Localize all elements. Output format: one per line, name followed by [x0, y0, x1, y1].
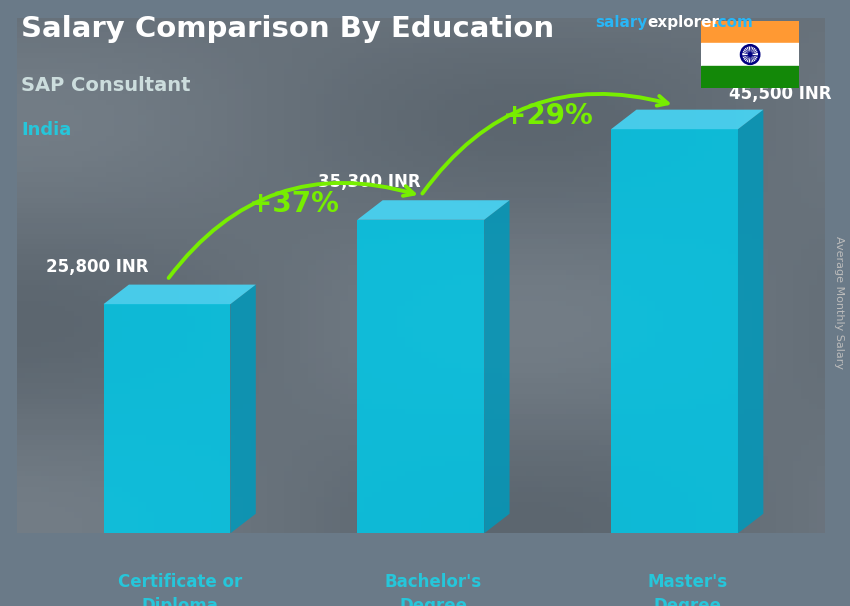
Circle shape: [749, 53, 751, 56]
Text: +29%: +29%: [502, 102, 592, 130]
Bar: [701, 44, 799, 65]
Text: explorer: explorer: [648, 15, 720, 30]
Text: India: India: [21, 121, 71, 139]
Text: Average Monthly Salary: Average Monthly Salary: [834, 236, 844, 370]
Polygon shape: [611, 110, 763, 129]
Text: Certificate or
Diploma: Certificate or Diploma: [117, 573, 241, 606]
Polygon shape: [738, 110, 763, 533]
Polygon shape: [104, 285, 256, 304]
Text: 25,800 INR: 25,800 INR: [47, 258, 149, 276]
Text: 35,300 INR: 35,300 INR: [318, 173, 420, 191]
Polygon shape: [611, 129, 738, 533]
Text: Bachelor's
Degree: Bachelor's Degree: [385, 573, 482, 606]
Text: Master's
Degree: Master's Degree: [647, 573, 728, 606]
Polygon shape: [484, 200, 509, 533]
Text: Salary Comparison By Education: Salary Comparison By Education: [21, 15, 554, 43]
Text: salary: salary: [595, 15, 648, 30]
Polygon shape: [357, 200, 509, 220]
Text: +37%: +37%: [249, 190, 339, 218]
Bar: [701, 21, 799, 44]
Polygon shape: [357, 220, 484, 533]
Bar: [701, 65, 799, 88]
Text: SAP Consultant: SAP Consultant: [21, 76, 190, 95]
Text: 45,500 INR: 45,500 INR: [729, 85, 832, 102]
Text: .com: .com: [712, 15, 753, 30]
Polygon shape: [230, 285, 256, 533]
Polygon shape: [104, 304, 230, 533]
